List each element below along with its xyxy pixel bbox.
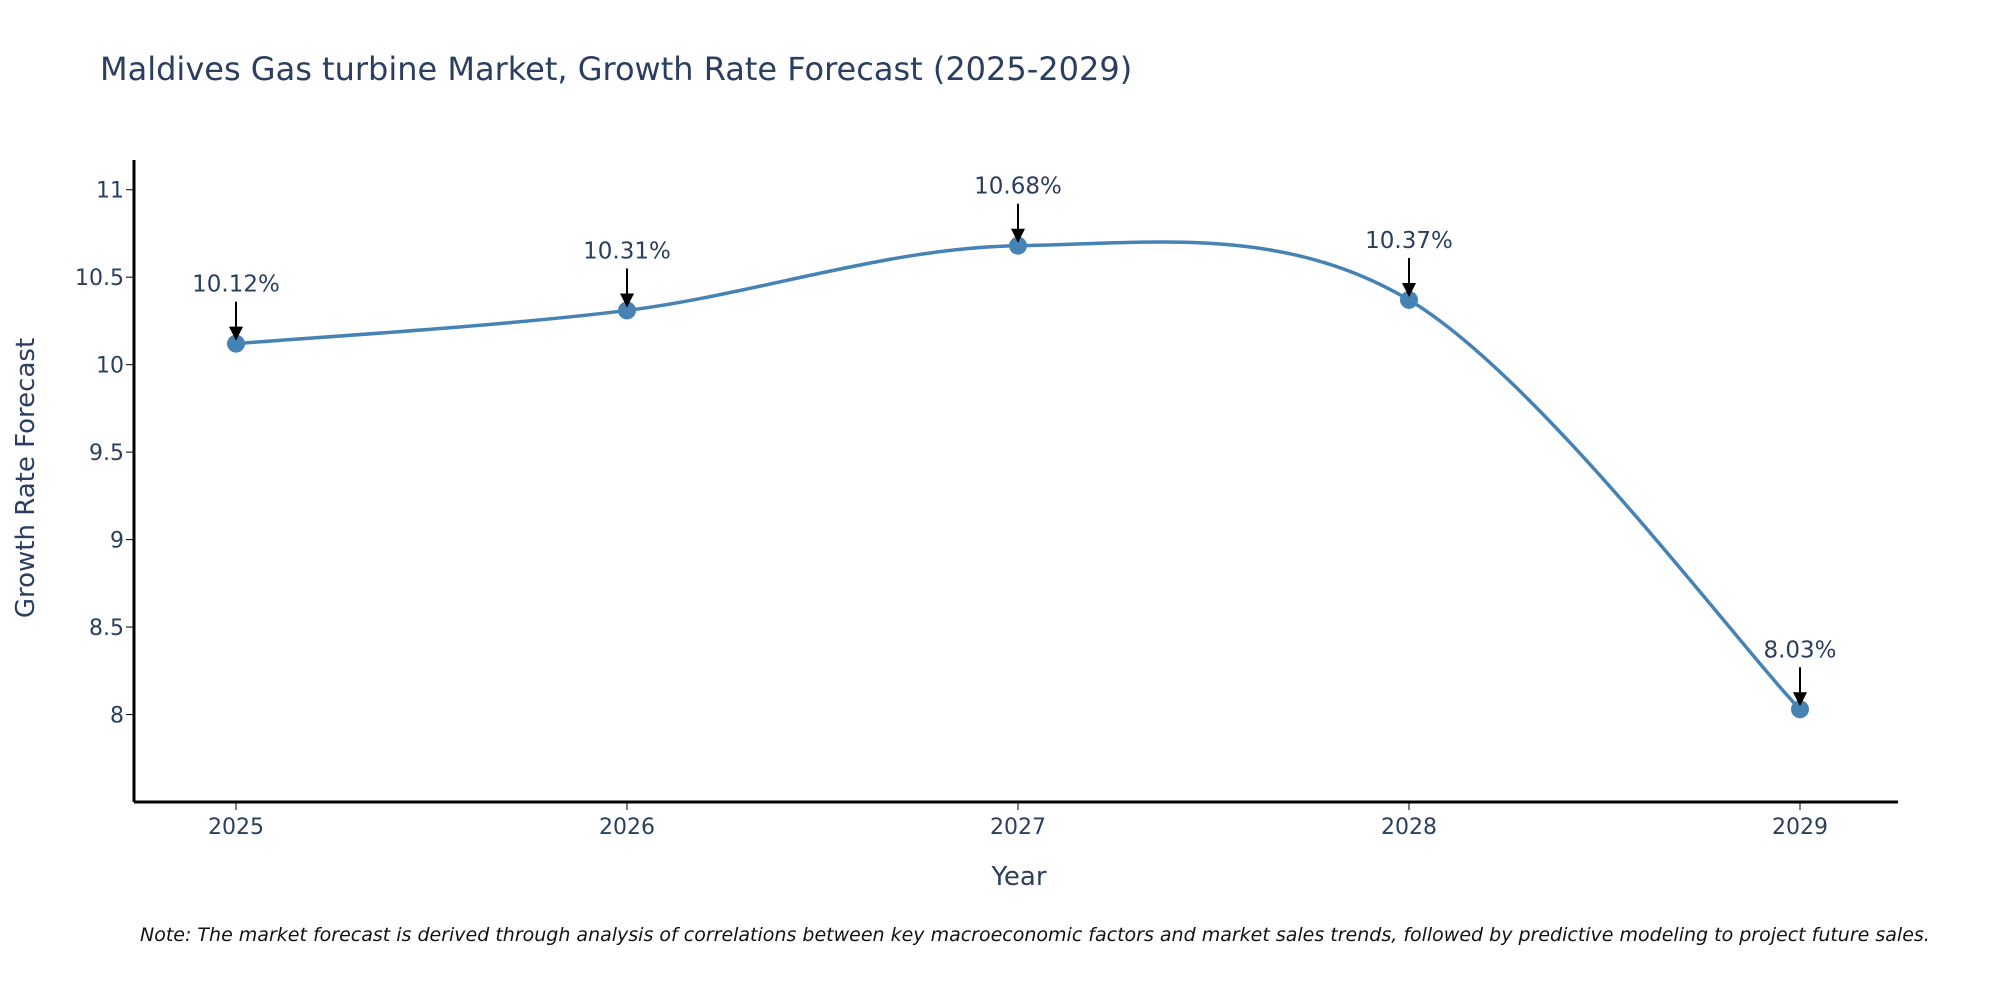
data-label: 10.68%: [974, 174, 1062, 200]
data-label: 10.37%: [1365, 228, 1453, 254]
data-label: 10.31%: [583, 238, 671, 264]
annotation-arrow-head: [620, 293, 634, 308]
y-axis-title: Growth Rate Forecast: [11, 338, 41, 618]
data-label: 10.12%: [192, 272, 280, 298]
data-point[interactable]: [1400, 290, 1418, 309]
y-tick-label: 9: [110, 529, 124, 554]
data-label: 8.03%: [1763, 637, 1836, 663]
annotation-arrow-head: [1011, 228, 1025, 243]
data-point[interactable]: [227, 334, 245, 353]
y-tick-label: 8: [110, 704, 124, 729]
annotation-arrow-head: [229, 326, 243, 341]
x-tick-label: 2026: [599, 815, 655, 840]
data-point[interactable]: [1009, 236, 1027, 255]
x-axis-title: Year: [990, 862, 1046, 892]
y-axis-ticks: 8 8.5 9 9.5 10 10.5 11: [75, 179, 134, 729]
chart-title: Maldives Gas turbine Market, Growth Rate…: [100, 50, 1132, 88]
plot-area: 8 8.5 9 9.5 10 10.5 11 2025 2026 2027 2028 2029 10…: [75, 160, 1898, 840]
y-tick-label: 10: [96, 354, 124, 379]
x-tick-label: 2029: [1772, 815, 1828, 840]
data-points: [227, 236, 1809, 719]
data-point[interactable]: [1791, 700, 1809, 719]
y-tick-label: 10.5: [75, 266, 124, 291]
y-tick-label: 11: [96, 179, 124, 204]
data-point[interactable]: [618, 301, 636, 320]
x-tick-label: 2025: [208, 815, 264, 840]
y-tick-label: 9.5: [89, 441, 124, 466]
x-axis-ticks: 2025 2026 2027 2028 2029: [208, 802, 1828, 840]
footnote: Note: The market forecast is derived thr…: [140, 924, 1930, 946]
annotation-arrow-head: [1793, 692, 1807, 707]
x-tick-label: 2028: [1381, 815, 1437, 840]
series-line: [235, 240, 1802, 711]
data-annotations: 10.12% 10.31% 10.68% 10.37% 8.03%: [192, 174, 1837, 707]
annotation-arrow-head: [1402, 282, 1416, 297]
x-tick-label: 2027: [990, 815, 1046, 840]
y-tick-label: 8.5: [89, 616, 124, 641]
